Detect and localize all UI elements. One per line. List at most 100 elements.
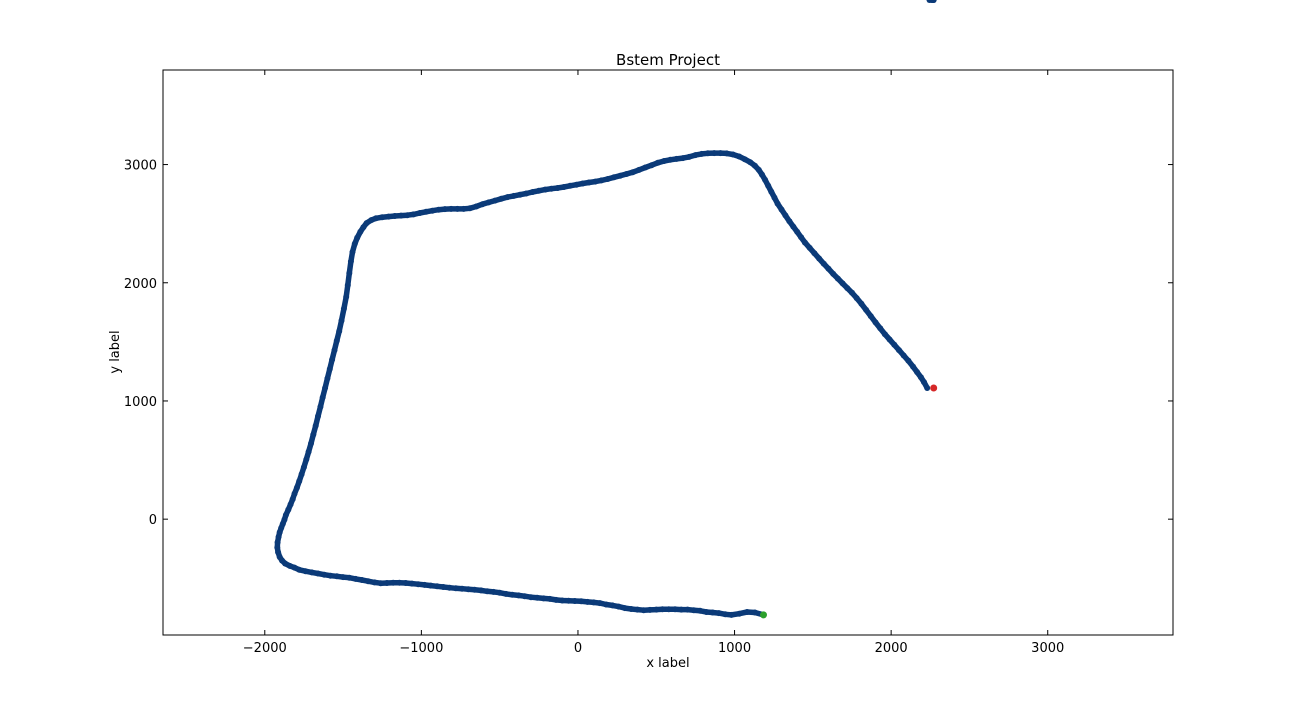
trajectory-point — [609, 602, 616, 609]
trajectory-point — [765, 182, 772, 189]
trajectory-point — [410, 211, 417, 218]
trajectory-point — [790, 223, 797, 230]
trajectory-point — [484, 588, 491, 595]
trajectory-point — [322, 385, 329, 391]
trajectory-point — [423, 208, 430, 215]
trajectory-point — [377, 580, 384, 587]
trajectory-point — [881, 331, 888, 338]
trajectory-point — [282, 512, 289, 518]
trajectory-point — [778, 206, 785, 213]
trajectory-point — [351, 240, 358, 247]
trajectory-point — [383, 580, 390, 586]
trajectory-point — [730, 151, 736, 158]
trajectory-point — [684, 606, 691, 613]
trajectory-point — [529, 189, 536, 195]
trajectory-point — [596, 600, 603, 607]
trajectory-point — [628, 606, 635, 612]
trajectory-point — [510, 192, 517, 199]
trajectory-point — [542, 186, 549, 193]
trajectory-point — [715, 610, 722, 617]
trajectory-point — [728, 611, 735, 618]
trajectory-point — [692, 152, 699, 159]
trajectory-point — [302, 568, 309, 575]
trajectory-point — [379, 214, 386, 221]
trajectory-point — [452, 585, 459, 592]
trajectory-point — [319, 394, 326, 401]
x-tick-label: 2000 — [875, 641, 908, 656]
trajectory-point — [427, 582, 434, 589]
trajectory-point — [347, 258, 354, 265]
trajectory-point — [466, 205, 473, 212]
trajectory-point — [578, 598, 585, 605]
trajectory-point — [329, 356, 336, 363]
trajectory-point — [346, 574, 353, 581]
trajectory-point — [363, 220, 370, 227]
trajectory-point — [673, 155, 680, 162]
trajectory-point — [771, 194, 778, 201]
trajectory-point — [697, 607, 704, 614]
tick-layer: −2000 −1000 0 1000 2000 3000 0 1000 2000 3000 — [124, 70, 1173, 656]
trajectory-point — [853, 295, 860, 302]
trajectory-point — [877, 325, 884, 332]
trajectory-point — [528, 594, 534, 601]
trajectory-point — [900, 352, 907, 359]
trajectory-point — [326, 366, 333, 372]
trajectory-point — [598, 177, 605, 184]
trajectory-point — [722, 611, 729, 618]
trajectory-point — [517, 191, 523, 198]
trajectory-point — [360, 224, 367, 231]
trajectory-point — [291, 490, 298, 497]
trajectory-point — [661, 158, 668, 164]
trajectory-point — [640, 607, 647, 614]
trajectory-point — [446, 584, 453, 591]
trajectory-point — [623, 171, 630, 177]
trajectory-point — [409, 580, 415, 587]
trajectory-point — [485, 199, 492, 206]
trajectory-point — [560, 184, 567, 190]
trajectory-point — [371, 579, 378, 586]
trajectory-point — [440, 584, 447, 590]
trajectory-point — [834, 275, 841, 282]
trajectory-point — [471, 586, 478, 593]
trajectory-point — [473, 203, 480, 210]
trajectory-point — [554, 185, 561, 191]
trajectory-point — [672, 606, 678, 613]
trajectory-point — [579, 180, 586, 187]
trajectory-point — [573, 181, 580, 188]
trajectory-point — [296, 478, 303, 485]
trajectory-point — [496, 589, 503, 596]
trajectory-point — [839, 280, 846, 287]
trajectory-point — [317, 403, 324, 410]
trajectory-point — [924, 385, 931, 391]
trajectory-point — [755, 166, 762, 173]
trajectory-point — [736, 610, 743, 617]
trajectory-point — [886, 336, 893, 343]
x-tick-label: −1000 — [399, 641, 443, 656]
trajectory-point — [396, 579, 403, 586]
trajectory-point — [344, 282, 351, 289]
trajectory-point — [331, 347, 338, 354]
start-marker — [760, 611, 767, 619]
trajectory-point — [794, 228, 801, 235]
trajectory-point — [310, 431, 317, 438]
trajectory-point — [798, 234, 805, 241]
trajectory-point — [768, 188, 775, 195]
trajectory-point — [621, 605, 628, 612]
trajectory-point — [723, 150, 730, 157]
trajectory-point — [338, 317, 345, 324]
x-tick-label: 0 — [574, 641, 582, 656]
trajectory-point — [448, 205, 455, 212]
y-tick-label: 1000 — [124, 395, 157, 410]
end-marker — [930, 384, 938, 392]
trajectory-point — [274, 544, 281, 551]
x-tick-label: 3000 — [1031, 641, 1064, 656]
trajectory-point — [504, 194, 511, 201]
data-layer — [274, 0, 938, 619]
trajectory-point — [402, 580, 409, 586]
trajectory-point — [774, 200, 781, 207]
trajectory-point — [333, 337, 340, 344]
trajectory-point — [736, 153, 743, 160]
trajectory-point — [863, 306, 870, 313]
